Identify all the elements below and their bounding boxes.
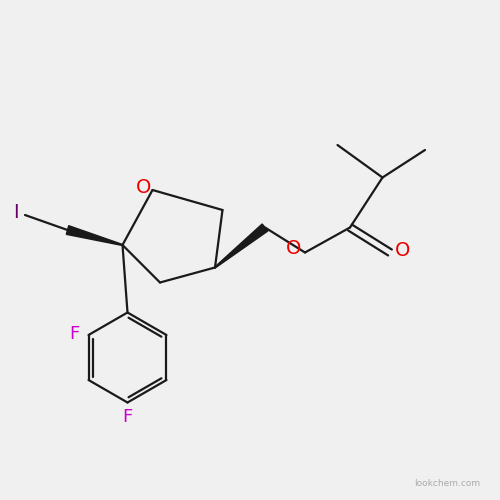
Text: F: F xyxy=(122,408,132,426)
Text: O: O xyxy=(286,239,301,258)
Text: lookchem.com: lookchem.com xyxy=(414,478,480,488)
Polygon shape xyxy=(66,226,122,246)
Text: O: O xyxy=(395,240,410,260)
Polygon shape xyxy=(214,224,268,268)
Text: F: F xyxy=(70,325,80,343)
Text: I: I xyxy=(13,203,19,222)
Text: O: O xyxy=(136,178,151,197)
